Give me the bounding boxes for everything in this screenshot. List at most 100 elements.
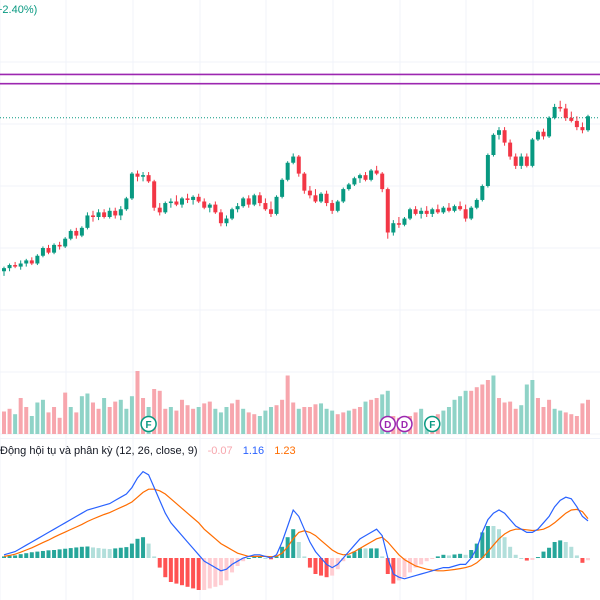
- macd-hist-bar: [74, 547, 79, 558]
- marker-circle: [396, 415, 413, 433]
- volume-bar: [502, 402, 507, 434]
- volume-bar: [7, 408, 12, 434]
- volume-bar: [296, 408, 301, 434]
- macd-hist-bar: [96, 548, 101, 558]
- macd-hist-bar: [257, 556, 262, 558]
- volume-bar: [24, 407, 29, 434]
- candle-body: [307, 190, 312, 196]
- macd-hist-bar: [18, 554, 23, 558]
- volume-bar: [385, 390, 390, 434]
- macd-hist-bar: [202, 558, 207, 590]
- macd-hist-bar: [168, 558, 173, 582]
- candle-body: [330, 203, 335, 211]
- candle-body: [152, 181, 157, 208]
- candle-body: [452, 206, 457, 211]
- candle-body: [535, 131, 540, 140]
- volume-bar: [330, 410, 335, 434]
- candle-body: [57, 244, 62, 247]
- candle-body: [547, 117, 552, 137]
- candle-body: [124, 198, 129, 210]
- candle-body: [196, 196, 201, 202]
- volume-bar: [18, 398, 23, 434]
- candle-body: [246, 198, 251, 205]
- macd-hist-bar: [102, 548, 107, 558]
- macd-hist-bar: [586, 558, 590, 561]
- volume-bar: [2, 411, 6, 434]
- candle-body: [235, 206, 240, 210]
- macd-hist-bar: [196, 558, 201, 590]
- price-change-text: +2.40%): [0, 4, 37, 16]
- volume-bar: [458, 396, 463, 434]
- macd-hist-bar: [324, 558, 329, 578]
- candle-body: [7, 265, 12, 269]
- volume-bar: [29, 416, 34, 434]
- volume-bar: [174, 410, 179, 434]
- macd-hist-bar: [513, 554, 518, 558]
- volume-bar: [274, 405, 279, 434]
- macd-hist-bar: [463, 554, 468, 558]
- macd-hist-bar: [79, 546, 84, 558]
- volume-bar: [252, 414, 257, 434]
- macd-hist-bar: [252, 556, 257, 558]
- marker-label: D: [401, 420, 408, 431]
- macd-hist-bar: [374, 548, 379, 558]
- candle-body: [313, 195, 318, 202]
- candle-body: [385, 189, 390, 233]
- macd-hist-bar: [558, 540, 563, 558]
- macd-hist-bar: [35, 551, 40, 558]
- volume-bar: [96, 408, 101, 434]
- volume-bar: [57, 417, 62, 434]
- macd-hist-bar: [157, 558, 162, 568]
- macd-line: [3, 470, 589, 580]
- candle-body: [558, 106, 563, 109]
- macd-hist-bar: [541, 551, 546, 558]
- candle-body: [268, 209, 273, 214]
- macd-legend[interactable]: Động hội tụ và phân kỳ (12, 26, close, 9…: [0, 445, 296, 457]
- volume-bar: [40, 399, 45, 434]
- volume-bars: [2, 371, 590, 434]
- macd-hist-bar: [107, 549, 112, 558]
- volume-bar: [230, 403, 235, 434]
- candle-body: [257, 195, 262, 204]
- volume-bar: [535, 398, 540, 434]
- macd-hist-bar: [446, 555, 451, 558]
- macd-hist-bar: [391, 558, 396, 584]
- macd-hist-bar: [241, 558, 246, 562]
- volume-bar: [380, 394, 385, 434]
- macd-hist-bar: [174, 558, 179, 584]
- volume-bar: [446, 407, 451, 434]
- macd-hist-bar: [563, 542, 568, 558]
- candle-body: [586, 116, 590, 131]
- candle-body: [480, 186, 485, 200]
- macd-hist-bar: [547, 547, 552, 558]
- candle-body: [2, 268, 6, 272]
- macd-title: Động hội tụ và phân kỳ (12, 26, close, 9…: [0, 445, 198, 457]
- candle-body: [346, 184, 351, 190]
- macd-hist-bar: [363, 548, 368, 558]
- macd-hist-bar: [85, 546, 90, 558]
- macd-hist-bar: [341, 558, 346, 562]
- macd-hist-bar: [424, 558, 429, 562]
- volume-bar: [341, 412, 346, 434]
- candle-body: [541, 131, 546, 137]
- macd-hist-bar: [302, 556, 307, 558]
- volume-bar: [497, 398, 502, 434]
- candle-body: [363, 175, 368, 180]
- volume-bar: [569, 414, 574, 434]
- candle-body: [402, 218, 407, 225]
- volume-bar: [307, 407, 312, 434]
- macd-hist-bar: [118, 547, 123, 558]
- macd-hist-bar: [530, 558, 535, 560]
- volume-bar: [74, 412, 79, 434]
- candle-body: [563, 108, 568, 118]
- macd-hist-bar: [413, 558, 418, 568]
- volume-bar: [168, 407, 173, 434]
- macd-hist-bar: [113, 548, 118, 558]
- candle-body: [374, 170, 379, 174]
- level-lines: [0, 73, 600, 119]
- macd-hist-bar: [268, 558, 273, 560]
- candle-body: [35, 255, 40, 264]
- candle-body: [274, 196, 279, 214]
- volume-bar: [202, 403, 207, 434]
- marker-circle: [140, 415, 157, 433]
